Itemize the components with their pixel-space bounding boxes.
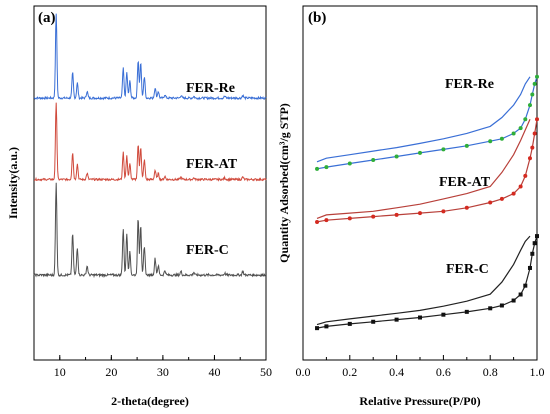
- panel-b-point-fer-re: [441, 147, 446, 152]
- panel-b-point-fer-c: [315, 326, 320, 331]
- panel-b-point-fer-at: [523, 173, 528, 178]
- panel-a: 10 20 30 40 50: [33, 13, 272, 379]
- panel-b-point-fer-at: [530, 145, 535, 150]
- panel-b-point-fer-c: [324, 324, 329, 329]
- panel-b-point-fer-c: [488, 306, 493, 311]
- panel-b-point-fer-re: [523, 117, 528, 122]
- panel-a-series-label-fer-c: FER-C: [186, 243, 229, 258]
- panel-a-x-tick-label: 10: [54, 365, 66, 379]
- panel-b-point-fer-re: [532, 81, 537, 86]
- panel-b-point-fer-at: [347, 216, 352, 221]
- panel-b-point-fer-c: [518, 292, 523, 297]
- panel-b-point-fer-c: [347, 321, 352, 326]
- panel-b-point-fer-re: [347, 161, 352, 166]
- panel-a-series-line-fer-c: [33, 182, 267, 279]
- panel-b-point-fer-c: [499, 303, 504, 308]
- panel-b-point-fer-at: [488, 200, 493, 205]
- panel-b-point-fer-c: [511, 298, 516, 303]
- panel-b-point-fer-at: [518, 184, 523, 189]
- panel-b-point-fer-c: [530, 251, 535, 256]
- panel-b-label: (b): [308, 10, 326, 26]
- panel-a-x-tick-label: 50: [260, 365, 272, 379]
- panel-a-series-line-fer-at: [34, 102, 267, 182]
- panel-b-x-tick-label: 0.8: [483, 365, 498, 379]
- panel-b-x-tick-label: 0.2: [342, 365, 357, 379]
- panel-b-x-tick-label: 0.0: [296, 365, 311, 379]
- panel-b-point-fer-at: [535, 117, 539, 122]
- panel-b-point-fer-re: [324, 165, 329, 170]
- panel-b-desorption-line-fer-re: [316, 76, 531, 163]
- panel-b-point-fer-re: [464, 143, 469, 148]
- panel-b-point-fer-re: [527, 103, 532, 108]
- panel-a-x-tick-label: 30: [157, 365, 169, 379]
- panel-b-point-fer-at: [532, 131, 537, 136]
- panel-b-point-fer-at: [441, 209, 446, 214]
- panel-b-point-fer-at: [371, 214, 376, 219]
- panel-b-series-label-fer-c: FER-C: [446, 262, 489, 277]
- panel-b-x-tick-label: 1.0: [530, 365, 545, 379]
- panel-b-desorption-line-fer-at: [316, 119, 531, 219]
- panel-b-point-fer-re: [315, 166, 320, 171]
- panel-b-point-fer-c: [532, 241, 537, 246]
- panel-a-series-label-fer-re: FER-Re: [186, 81, 235, 96]
- panel-b-point-fer-re: [511, 131, 516, 136]
- panel-a-x-tick-label: 40: [208, 365, 220, 379]
- panel-b-point-fer-at: [511, 191, 516, 196]
- panel-b-point-fer-c: [418, 315, 422, 320]
- panel-b-point-fer-re: [488, 139, 493, 144]
- panel-a-label: (a): [38, 10, 56, 26]
- panel-b-point-fer-c: [394, 317, 399, 322]
- panel-b-point-fer-at: [418, 211, 422, 216]
- panel-b-point-fer-c: [464, 309, 469, 314]
- panel-b-point-fer-re: [371, 157, 376, 162]
- panel-b-desorption-line-fer-c: [316, 235, 531, 326]
- panel-b-point-fer-re: [394, 154, 399, 159]
- panel-b-point-fer-at: [527, 156, 532, 161]
- panel-b-point-fer-c: [535, 234, 539, 239]
- panel-b-y-axis-title: Quantity Adsorbed(cm³/g STP): [277, 103, 291, 263]
- panel-b-point-fer-re: [530, 92, 535, 97]
- panel-a-x-axis-title: 2-theta(degree): [111, 394, 189, 408]
- panel-b-point-fer-re: [499, 136, 504, 141]
- panel-b-point-fer-at: [464, 205, 469, 210]
- panel-b-series-label-fer-at: FER-AT: [439, 175, 491, 190]
- panel-b-point-fer-at: [324, 218, 329, 223]
- panel-b-point-fer-c: [441, 312, 446, 317]
- panel-b-adsorption-line-fer-at: [316, 119, 538, 223]
- panel-b-point-fer-at: [499, 196, 504, 201]
- panel-b-point-fer-re: [535, 74, 539, 79]
- panel-b-x-tick-label: 0.6: [436, 365, 451, 379]
- panel-b-x-axis-title: Relative Pressure(P/P0): [359, 394, 480, 408]
- panel-b-adsorption-line-fer-c: [316, 235, 538, 329]
- panel-b-point-fer-c: [527, 265, 532, 270]
- panel-a-series-line-fer-re: [33, 13, 267, 101]
- panel-b-point-fer-at: [315, 219, 320, 224]
- panel-b-point-fer-c: [523, 283, 528, 288]
- panel-b-point-fer-c: [371, 319, 376, 324]
- panel-a-series-label-fer-at: FER-AT: [186, 157, 238, 172]
- panel-b-x-tick-label: 0.4: [389, 365, 404, 379]
- panel-a-y-axis-title: Intensity(a.u.): [6, 147, 20, 219]
- panel-b-point-fer-re: [418, 150, 422, 155]
- panel-b-point-fer-re: [518, 126, 523, 131]
- panel-a-frame: [33, 5, 267, 361]
- panel-b: 0.0 0.2 0.4 0.6 0.8 1.0: [296, 74, 545, 379]
- panel-b-point-fer-at: [394, 212, 399, 217]
- panel-b-series-label-fer-re: FER-Re: [445, 77, 494, 92]
- panel-a-x-tick-label: 20: [105, 365, 117, 379]
